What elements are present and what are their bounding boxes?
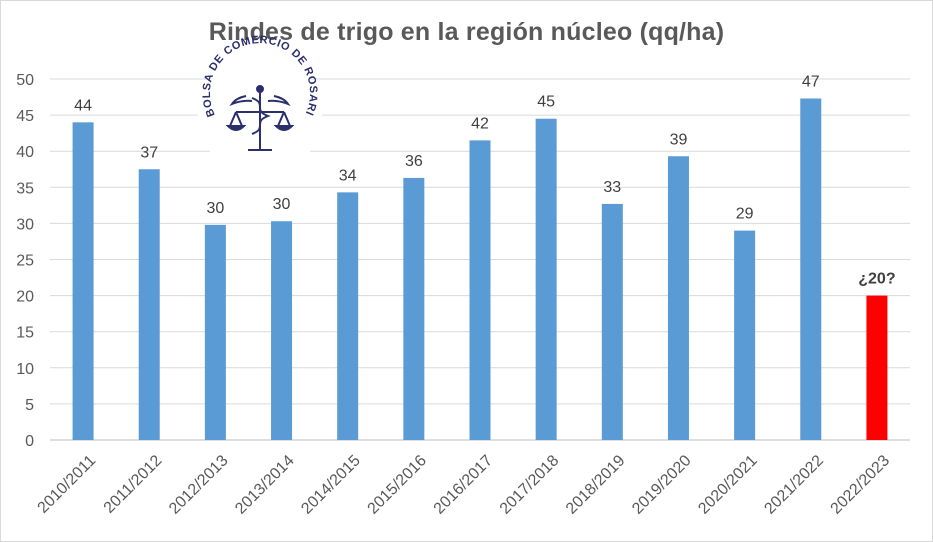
bar <box>271 221 293 440</box>
bars <box>72 98 888 441</box>
data-label: 45 <box>537 94 555 111</box>
x-tick-label: 2018/2019 <box>563 452 629 518</box>
x-tick-label: 2020/2021 <box>695 452 761 518</box>
bar <box>138 169 160 440</box>
bar <box>734 230 756 440</box>
bar <box>72 122 94 440</box>
x-tick-label: 2021/2022 <box>761 452 827 518</box>
y-axis-ticks: 0 5 10 15 20 25 30 35 40 45 50 <box>16 72 34 450</box>
data-label: 36 <box>405 153 423 170</box>
y-tick-label: 50 <box>16 72 34 89</box>
x-tick-label: 2022/2023 <box>828 452 894 518</box>
bar <box>469 140 491 440</box>
x-tick-label: 2014/2015 <box>298 452 364 518</box>
bar <box>535 118 557 441</box>
bar <box>667 156 689 440</box>
bar <box>800 98 822 440</box>
data-label: 42 <box>471 115 489 132</box>
bar-highlight <box>866 295 888 440</box>
data-label: ¿20? <box>858 271 895 288</box>
data-label: 47 <box>802 73 820 90</box>
data-label: 30 <box>206 200 224 217</box>
y-tick-label: 0 <box>25 433 34 450</box>
y-tick-label: 45 <box>16 108 34 125</box>
data-labels: 44 37 30 30 34 36 42 45 33 39 29 47 ¿20? <box>74 73 895 287</box>
y-tick-label: 30 <box>16 216 34 233</box>
y-tick-label: 25 <box>16 253 34 270</box>
y-tick-label: 10 <box>16 361 34 378</box>
y-tick-label: 5 <box>25 397 34 414</box>
x-tick-label: 2012/2013 <box>166 452 232 518</box>
x-tick-label: 2015/2016 <box>365 452 431 518</box>
x-tick-label: 2019/2020 <box>629 452 695 518</box>
x-tick-label: 2011/2012 <box>101 452 166 517</box>
y-tick-label: 40 <box>16 144 34 161</box>
y-tick-label: 15 <box>16 325 34 342</box>
data-label: 34 <box>339 167 357 184</box>
y-tick-label: 35 <box>16 180 34 197</box>
bar <box>337 192 359 440</box>
x-tick-label: 2017/2018 <box>497 452 563 518</box>
bar <box>403 177 425 440</box>
bar <box>601 203 623 440</box>
data-label: 29 <box>736 206 754 223</box>
x-tick-label: 2016/2017 <box>431 452 497 518</box>
data-label: 44 <box>74 97 92 114</box>
data-label: 30 <box>273 196 291 213</box>
bar <box>204 224 226 440</box>
bolsa-comercio-rosario-logo: BOLSA DE COMERCIO DE ROSARIO <box>0 0 322 177</box>
x-tick-label: 2010/2011 <box>35 452 100 517</box>
x-axis-labels: 2010/2011 2011/2012 2012/2013 2013/2014 2014… <box>35 452 894 518</box>
data-label: 33 <box>603 179 621 196</box>
data-label: 39 <box>670 131 688 148</box>
data-label: 37 <box>140 144 158 161</box>
y-tick-label: 20 <box>16 289 34 306</box>
caduceus-scales-icon <box>225 85 295 151</box>
x-tick-label: 2013/2014 <box>232 452 298 518</box>
chart-title: Rindes de trigo en la región núcleo (qq/… <box>208 18 725 46</box>
